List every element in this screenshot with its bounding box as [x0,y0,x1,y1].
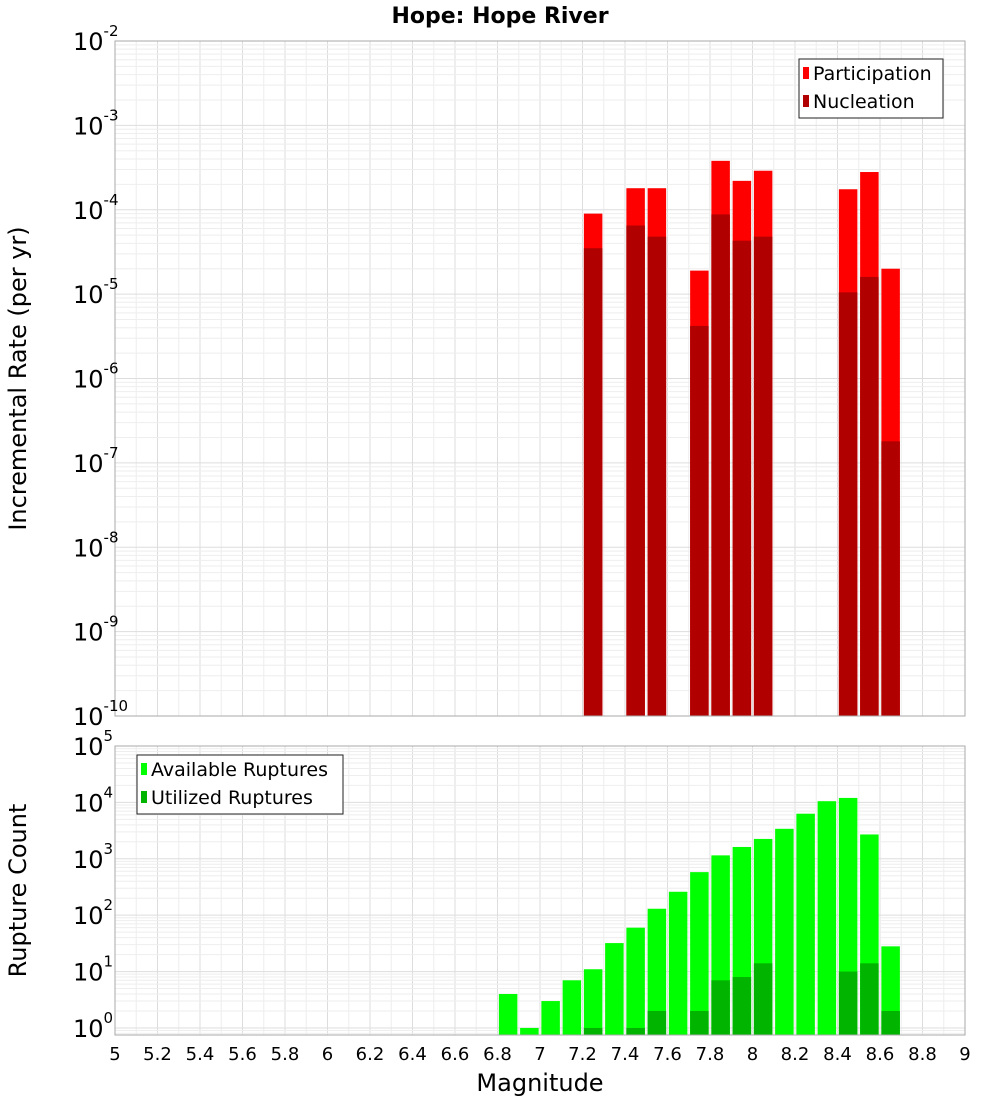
legend-label: Utilized Ruptures [151,787,313,809]
y-tick-label: 10-3 [73,106,119,140]
bar-utilized-ruptures [626,1027,645,1035]
chart-title: Hope: Hope River [391,4,608,29]
legend-swatch [141,763,147,775]
legend-label: Nucleation [813,91,915,113]
x-tick-label: 6.6 [441,1044,470,1065]
legend-box [798,58,944,119]
bar-available-ruptures [796,813,815,1035]
bar-nucleation [860,276,879,716]
x-axis-label: Magnitude [476,1069,603,1097]
x-tick-label: 6 [322,1044,333,1065]
bar-utilized-ruptures [838,971,858,1035]
x-tick-label: 5.6 [228,1044,257,1065]
legend-box [136,754,344,815]
top-panel: 10-10 10-9 10-8 10-7 10-6 10-5 10-4 10-3 10-2 Inc… [4,22,966,731]
legend-label: Participation [813,63,932,85]
x-tick-label: 5.4 [186,1044,215,1065]
y-tick-label: 10-5 [73,275,119,309]
bar-nucleation [583,248,603,717]
x-tick-label: 8.4 [823,1044,852,1065]
x-tick-label: 8 [747,1044,758,1065]
y-axis-label: Rupture Count [4,804,32,978]
y-tick-label: 10-2 [73,22,119,56]
bar-available-ruptures [668,891,688,1035]
bar-utilized-ruptures [583,1027,603,1035]
x-tick-label: 9 [959,1044,970,1065]
plot-frame [114,745,966,1036]
plot-frame [114,40,966,717]
x-tick-label: 8.2 [781,1044,810,1065]
y-tick-label: 10-9 [73,613,119,647]
y-tick-label: 10-8 [73,528,119,562]
bar-group [498,797,900,1035]
legend-swatch [803,67,809,79]
bar-utilized-ruptures [690,1010,709,1035]
y-tick-label: 104 [73,783,113,817]
bar-available-ruptures [775,828,794,1035]
x-tick-label: 5 [109,1044,120,1065]
x-tick-label: 7.8 [696,1044,725,1065]
y-tick-label: 10-7 [73,444,119,478]
bar-nucleation [732,240,752,717]
y-tick-label: 101 [73,953,113,987]
x-tick-label: 7.6 [653,1044,682,1065]
legend-label: Available Ruptures [151,759,328,781]
bar-nucleation [626,225,645,716]
bar-available-ruptures [541,1001,560,1035]
bar-group [583,160,900,717]
legend-swatch [141,791,147,803]
bar-utilized-ruptures [860,963,879,1035]
bar-utilized-ruptures [881,1010,900,1035]
bar-nucleation [647,236,667,716]
x-tick-label: 7 [534,1044,545,1065]
x-tick-label: 5.8 [271,1044,300,1065]
y-tick-label: 10-4 [73,191,119,225]
x-tick-label: 6.2 [356,1044,385,1065]
bar-utilized-ruptures [711,980,730,1035]
bar-nucleation [753,236,773,716]
legend: Participation Nucleation [798,58,944,119]
bar-utilized-ruptures [753,963,773,1035]
plot-grid [114,41,966,717]
bar-available-ruptures [520,1027,539,1035]
bar-available-ruptures [690,872,709,1035]
bar-utilized-ruptures [647,1010,667,1035]
bar-available-ruptures [498,994,518,1035]
bar-nucleation [881,441,900,716]
y-axis-label: Incremental Rate (per yr) [4,226,32,530]
x-tick-label: 6.8 [483,1044,512,1065]
y-tick-label: 10-10 [73,697,128,731]
bottom-panel: 100 101 102 103 104 105 Rupture Count Available… [4,727,971,1097]
bar-utilized-ruptures [732,977,752,1035]
bar-available-ruptures [817,801,837,1035]
bar-available-ruptures [626,927,645,1035]
x-tick-label: 8.6 [866,1044,895,1065]
bar-nucleation [690,325,709,716]
x-tick-label: 8.8 [908,1044,937,1065]
legend-swatch [803,95,809,107]
y-tick-label: 105 [73,727,113,761]
y-tick-label: 100 [73,1009,113,1043]
y-tick-label: 103 [73,840,113,874]
y-tick-label: 102 [73,896,113,930]
x-tick-label: 6.4 [398,1044,427,1065]
legend: Available Ruptures Utilized Ruptures [136,754,344,815]
bar-available-ruptures [605,943,624,1035]
bar-nucleation [838,292,858,716]
bar-nucleation [711,214,730,717]
y-tick-label: 10-6 [73,360,119,394]
x-tick-label: 7.4 [611,1044,640,1065]
x-tick-label: 7.2 [568,1044,597,1065]
bar-available-ruptures [647,908,667,1035]
bar-available-ruptures [562,980,582,1035]
x-tick-label: 5.2 [143,1044,172,1065]
bar-available-ruptures [583,969,603,1035]
